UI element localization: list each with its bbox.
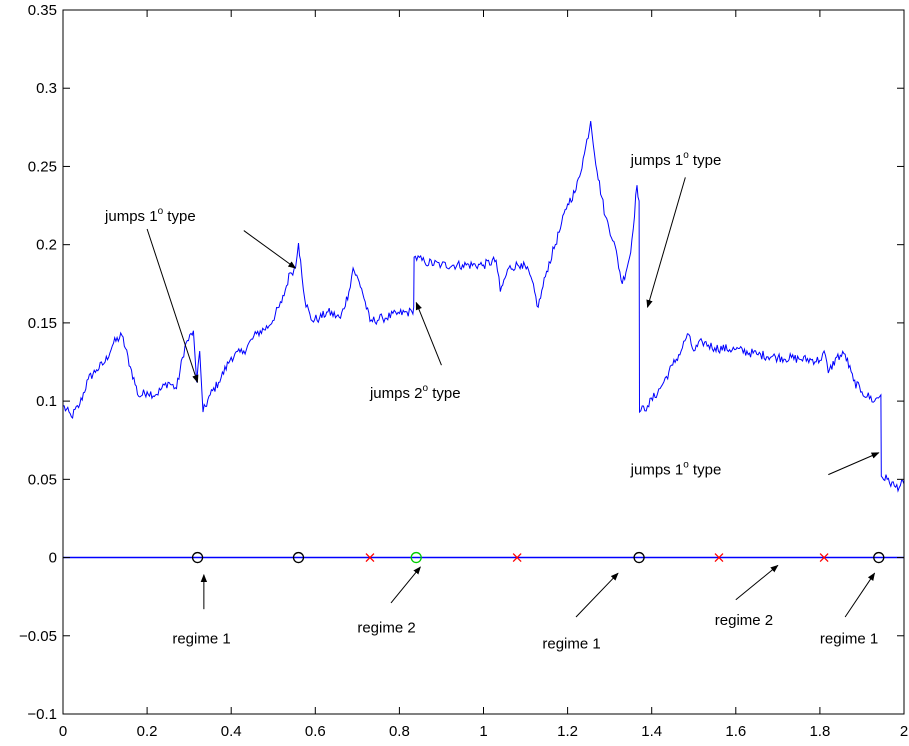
annotation-label: regime 1: [542, 635, 600, 652]
x-tick-label: 0.8: [389, 723, 410, 740]
cross-marker-stroke: [714, 553, 724, 563]
x-tick-label: 1.4: [641, 723, 662, 740]
y-tick-label: −0.1: [27, 706, 57, 723]
annotation-arrow: [415, 301, 442, 366]
y-tick-label: 0.1: [36, 393, 57, 410]
annotation-arrow: [828, 452, 880, 476]
x-tick-label: 1: [479, 723, 487, 740]
series-line: [62, 121, 905, 493]
regime-circle-marker: [410, 551, 422, 564]
y-tick-label: 0.35: [28, 2, 57, 19]
regime-circle-marker: [873, 551, 885, 564]
annotation-arrow: [844, 572, 876, 618]
annotation-label: regime 2: [715, 612, 773, 629]
annotation-arrow: [575, 572, 619, 618]
regime-circle-marker: [633, 551, 645, 564]
annotation-arrow: [646, 177, 686, 309]
regime-circle-marker: [191, 551, 204, 564]
annotation-label: regime 1: [820, 631, 878, 648]
regime-circle-marker: [292, 551, 305, 564]
annotation-arrow: [735, 564, 779, 601]
cross-marker-stroke: [512, 553, 522, 563]
y-tick-label: 0.05: [28, 471, 57, 488]
annotation-label: jumps 1o type: [630, 150, 722, 169]
x-tick-label: 0.6: [305, 723, 326, 740]
y-tick-label: 0.15: [28, 315, 57, 332]
x-tick-label: 1.8: [809, 723, 830, 740]
axes: 0 0.2 0.4 0.6 0.8 1 1.2 1.4 1.6 1.8 2 −0.1 −0.05 0 0.0…: [19, 2, 908, 740]
annotation-label: regime 1: [172, 631, 230, 648]
x-tick-label: 0.2: [137, 723, 158, 740]
annotation-arrow: [390, 566, 421, 604]
x-tick-label: 0: [59, 723, 67, 740]
y-tick-label: 0: [49, 550, 57, 567]
x-tick-label: 0.4: [221, 723, 242, 740]
cross-marker-stroke: [819, 553, 829, 563]
cross-marker-stroke: [365, 553, 375, 563]
y-tick-label: 0.3: [36, 80, 57, 97]
plot-area: [62, 121, 905, 564]
annotations: jumps 1o type jumps 2o type jumps 1o type j…: [104, 150, 880, 652]
y-tick-label: −0.05: [19, 628, 57, 645]
annotation-label: regime 2: [357, 620, 415, 637]
x-tick-label: 2: [900, 723, 908, 740]
cross-marker: [512, 553, 522, 563]
annotation-label: jumps 1o type: [630, 460, 722, 479]
cross-marker: [714, 553, 724, 563]
y-tick-label: 0.2: [36, 237, 57, 254]
annotation-arrow: [146, 228, 199, 384]
y-tick-label: 0.25: [28, 158, 57, 175]
x-tick-label: 1.2: [557, 723, 578, 740]
cross-marker: [365, 553, 375, 563]
annotation-label: jumps 1o type: [104, 206, 196, 225]
annotation-arrow: [243, 230, 297, 269]
cross-marker: [819, 553, 829, 563]
annotation-label: jumps 2o type: [369, 383, 461, 402]
x-tick-label: 1.6: [725, 723, 746, 740]
axes-box: [62, 9, 905, 715]
